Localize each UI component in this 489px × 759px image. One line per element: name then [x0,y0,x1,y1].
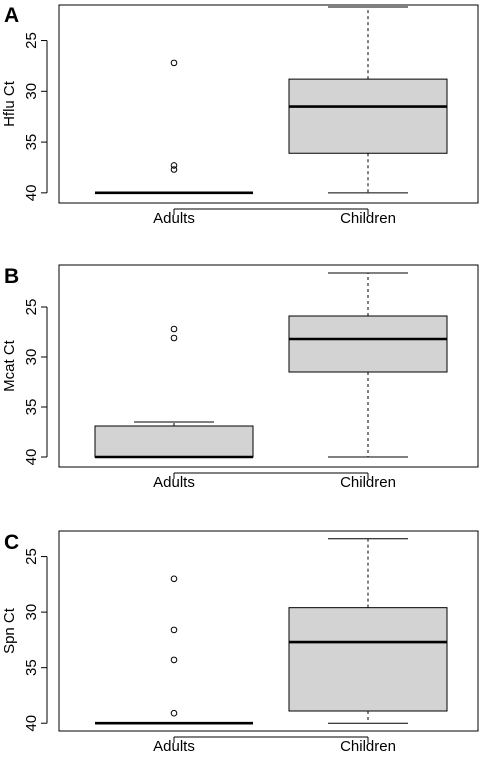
panel-letter: A [4,4,19,27]
y-tick-label: 25 [23,299,40,316]
plot-frame [58,264,479,468]
box-body [288,78,448,154]
plot-frame [58,4,479,204]
box-children [288,538,448,724]
box-children [288,6,448,194]
y-tick-label: 25 [23,548,40,565]
y-axis-title: Mcat Ct [1,339,18,392]
panel-a: A25 30 35 40 Hflu Ct Adults Children [1,4,479,227]
panel-letter: B [4,265,19,288]
panel-b: B25 30 35 40 Mcat Ct Adults Children [1,264,479,491]
y-tick-label: 40 [23,715,40,732]
y-tick-label: 35 [23,399,40,416]
box-body [288,607,448,712]
y-tick-label: 40 [23,449,40,466]
y-tick-label: 30 [23,604,40,621]
box-children [288,272,448,458]
y-tick-label: 35 [23,134,40,151]
outlier-point [170,656,178,664]
plot-frame [58,530,479,732]
y-tick-label: 30 [23,83,40,100]
box-adults [95,59,253,195]
x-category-label: Children [340,210,396,227]
outlier-point [170,162,178,169]
outlier-point [170,626,178,634]
outlier-point [170,575,178,583]
panel-letter: C [4,531,19,554]
x-category-label: Adults [153,210,195,227]
box-body [288,315,448,373]
x-category-label: Children [340,738,396,755]
x-category-label: Adults [153,738,195,755]
outlier-point [170,59,178,67]
y-axis-title: Hflu Ct [1,80,18,127]
y-tick-label: 25 [23,32,40,49]
y-tick-label: 40 [23,185,40,202]
outlier-point [170,166,178,173]
box-adults [94,325,254,459]
x-category-label: Children [340,474,396,491]
box-body [94,425,254,458]
box-adults [95,575,253,725]
y-tick-label: 30 [23,349,40,366]
outlier-point [170,709,178,717]
y-tick-label: 35 [23,659,40,676]
y-axis-title: Spn Ct [1,607,18,654]
panel-c: C25 30 35 40 Spn Ct Adults Children [1,530,479,755]
outlier-point [170,325,178,333]
outlier-point [170,334,178,342]
x-category-label: Adults [153,474,195,491]
